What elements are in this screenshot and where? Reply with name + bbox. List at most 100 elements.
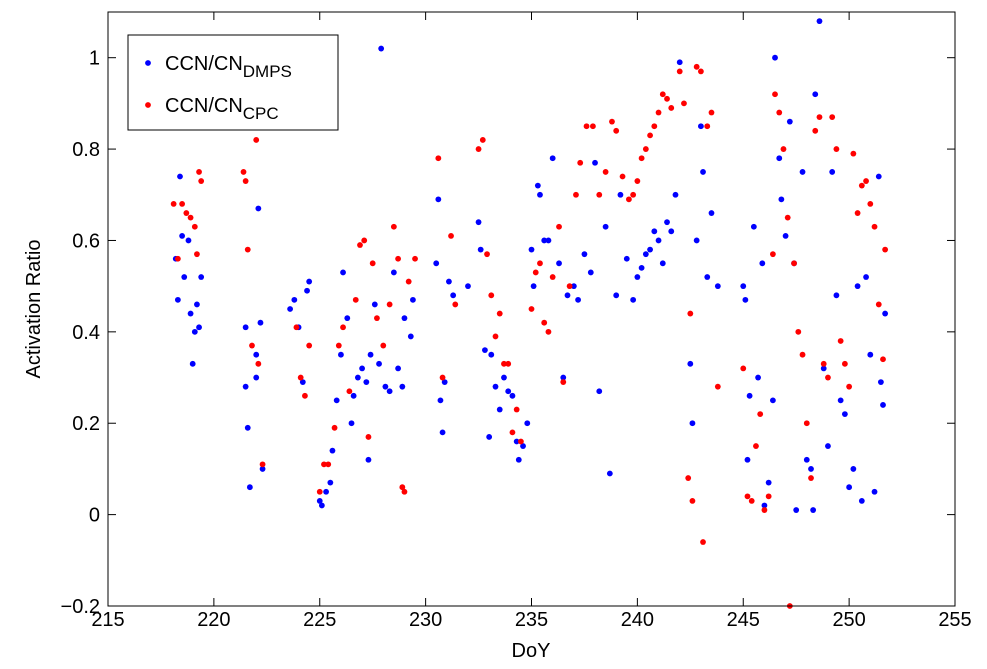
data-point bbox=[505, 360, 512, 367]
data-point bbox=[693, 237, 700, 244]
y-axis-label: Activation Ratio bbox=[23, 240, 45, 379]
data-point bbox=[318, 502, 325, 509]
data-point bbox=[401, 488, 408, 495]
data-point bbox=[357, 242, 363, 248]
data-point bbox=[475, 146, 482, 152]
data-point bbox=[685, 475, 692, 481]
data-point bbox=[484, 251, 490, 258]
data-point bbox=[858, 498, 865, 504]
data-point bbox=[634, 178, 641, 184]
data-point bbox=[761, 507, 768, 513]
data-point bbox=[664, 219, 670, 226]
data-point bbox=[816, 18, 823, 25]
data-point bbox=[778, 196, 785, 203]
data-point bbox=[846, 383, 853, 390]
x-tick-label: 225 bbox=[303, 609, 336, 631]
data-point bbox=[363, 379, 370, 386]
data-point bbox=[759, 260, 766, 267]
data-point bbox=[344, 315, 351, 322]
data-point bbox=[488, 292, 495, 299]
data-point bbox=[812, 127, 819, 134]
data-point bbox=[435, 155, 442, 162]
data-point bbox=[194, 301, 200, 308]
data-point bbox=[780, 146, 787, 152]
data-point bbox=[803, 420, 810, 427]
data-point bbox=[306, 342, 313, 349]
data-point bbox=[700, 539, 706, 545]
data-point bbox=[479, 137, 486, 143]
data-point bbox=[647, 246, 653, 253]
data-point bbox=[609, 118, 615, 125]
data-point bbox=[327, 479, 334, 486]
data-point bbox=[509, 392, 516, 399]
data-point bbox=[687, 360, 694, 367]
data-point bbox=[638, 264, 645, 271]
data-point bbox=[825, 443, 831, 449]
data-point bbox=[534, 182, 541, 189]
data-point bbox=[769, 251, 776, 258]
data-point bbox=[191, 328, 198, 335]
data-point bbox=[329, 447, 336, 454]
data-point bbox=[361, 237, 368, 244]
data-point bbox=[513, 406, 520, 413]
data-point bbox=[681, 100, 687, 107]
data-point bbox=[659, 91, 666, 98]
data-point bbox=[446, 278, 452, 285]
data-point bbox=[244, 424, 251, 431]
y-tick-label: −0.2 bbox=[61, 596, 100, 618]
data-point bbox=[198, 178, 205, 184]
data-point bbox=[501, 374, 507, 381]
data-point bbox=[748, 498, 755, 504]
data-point bbox=[253, 374, 260, 381]
data-point bbox=[181, 274, 188, 280]
data-point bbox=[321, 461, 327, 468]
data-point bbox=[405, 278, 412, 285]
data-point bbox=[744, 456, 751, 463]
data-point bbox=[170, 201, 177, 207]
data-point bbox=[291, 296, 298, 303]
data-point bbox=[299, 379, 306, 386]
data-point bbox=[179, 201, 186, 207]
data-point bbox=[524, 420, 531, 427]
data-point bbox=[776, 109, 783, 116]
data-point bbox=[659, 260, 666, 267]
data-point bbox=[325, 461, 332, 468]
data-point bbox=[626, 196, 632, 203]
data-point bbox=[882, 246, 889, 253]
data-point bbox=[782, 232, 789, 239]
data-point bbox=[545, 237, 552, 244]
data-point bbox=[581, 251, 588, 258]
data-point bbox=[390, 269, 397, 276]
data-point bbox=[513, 438, 520, 445]
data-point bbox=[518, 438, 524, 445]
data-point bbox=[592, 159, 598, 166]
data-point bbox=[259, 461, 266, 468]
data-point bbox=[837, 338, 844, 344]
data-point bbox=[714, 283, 721, 290]
data-point bbox=[492, 333, 499, 340]
data-point bbox=[587, 269, 594, 276]
data-point bbox=[520, 443, 526, 449]
data-point bbox=[786, 118, 793, 125]
data-point bbox=[850, 150, 857, 157]
data-point bbox=[689, 498, 696, 504]
data-point bbox=[346, 388, 353, 395]
data-point bbox=[651, 123, 658, 130]
data-point bbox=[556, 260, 562, 267]
data-point bbox=[316, 498, 323, 504]
data-point bbox=[191, 223, 198, 230]
data-point bbox=[386, 388, 393, 395]
data-point bbox=[672, 191, 679, 198]
data-point bbox=[505, 388, 512, 395]
x-tick-label: 255 bbox=[938, 609, 971, 631]
data-point bbox=[399, 484, 406, 491]
legend-subscript: CPC bbox=[243, 104, 279, 123]
data-point bbox=[253, 137, 260, 143]
data-point bbox=[323, 488, 330, 495]
y-tick-label: 0.6 bbox=[72, 230, 100, 252]
y-tick-label: 0.2 bbox=[72, 413, 100, 435]
data-point bbox=[240, 169, 247, 175]
data-point bbox=[435, 196, 442, 203]
data-point bbox=[439, 429, 446, 436]
